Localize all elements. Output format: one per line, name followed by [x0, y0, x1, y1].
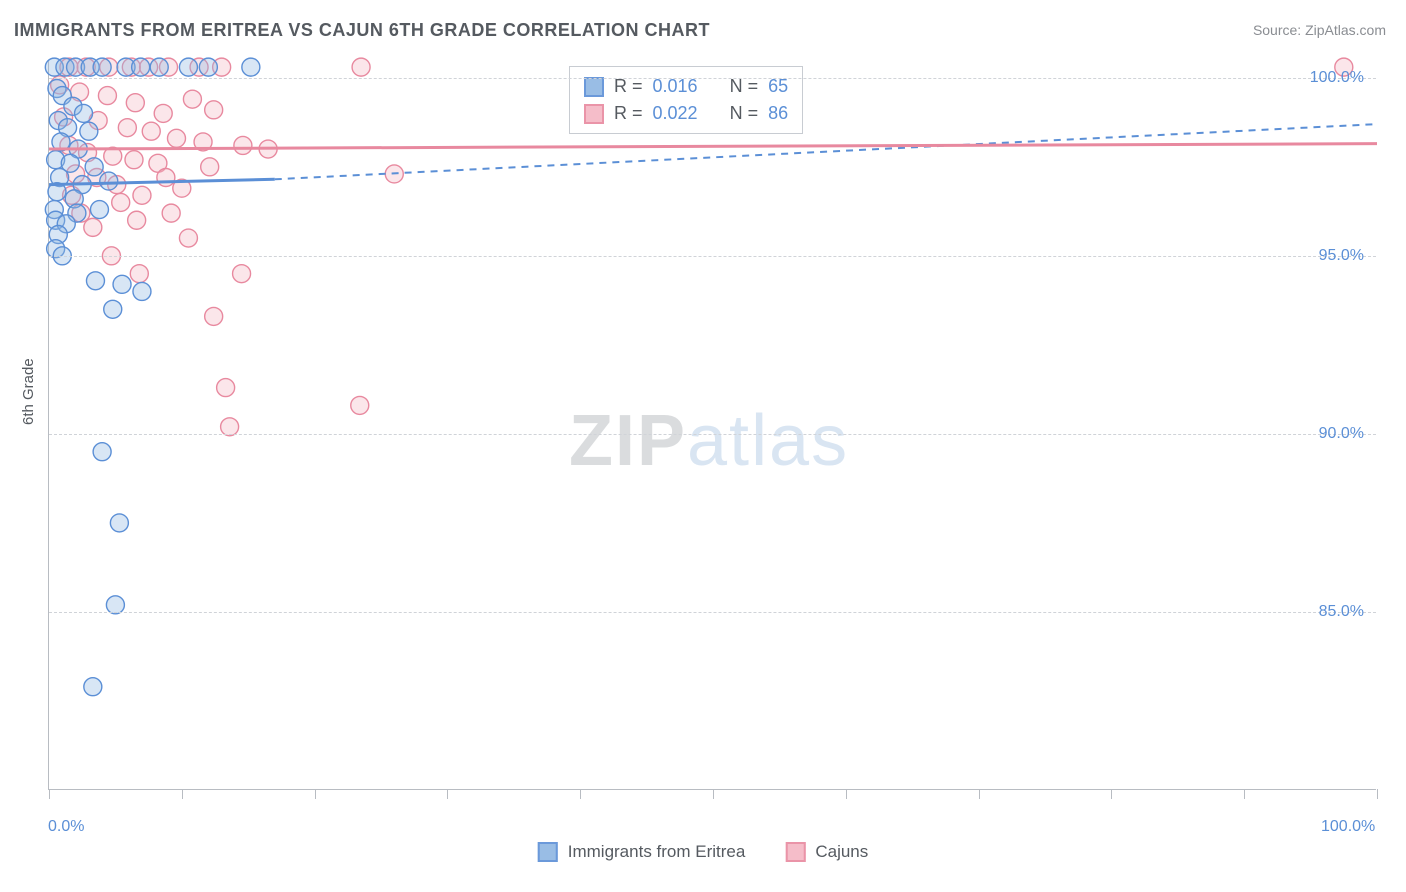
scatter-point [104, 300, 122, 318]
stats-row-series-1: R = 0.022 N = 86 [584, 100, 788, 127]
scatter-point [201, 158, 219, 176]
chart-svg [49, 60, 1376, 789]
legend-item-1: Cajuns [785, 842, 868, 862]
scatter-point [352, 58, 370, 76]
y-tick-label: 95.0% [1319, 247, 1364, 265]
scatter-point [85, 158, 103, 176]
scatter-point [205, 307, 223, 325]
scatter-point [154, 104, 172, 122]
scatter-point [183, 90, 201, 108]
r-label: R = [614, 100, 643, 127]
x-tick [846, 789, 847, 799]
plot-area: ZIPatlas R = 0.016 N = 65 R = 0.022 N = … [48, 60, 1376, 790]
swatch-series-1 [584, 104, 604, 124]
grid-line-h [49, 612, 1376, 613]
x-tick [713, 789, 714, 799]
x-tick-label-max: 100.0% [1321, 818, 1375, 836]
scatter-point [179, 58, 197, 76]
scatter-point [179, 229, 197, 247]
x-tick [979, 789, 980, 799]
bottom-legend: Immigrants from Eritrea Cajuns [538, 842, 869, 862]
n-label: N = [730, 100, 759, 127]
scatter-point [80, 122, 98, 140]
x-tick [1111, 789, 1112, 799]
scatter-point [162, 204, 180, 222]
scatter-point [133, 186, 151, 204]
x-tick-label-min: 0.0% [48, 818, 84, 836]
scatter-point [142, 122, 160, 140]
stats-legend-box: R = 0.016 N = 65 R = 0.022 N = 86 [569, 66, 803, 134]
legend-swatch-0 [538, 842, 558, 862]
legend-swatch-1 [785, 842, 805, 862]
scatter-point [84, 678, 102, 696]
scatter-point [242, 58, 260, 76]
scatter-point [100, 172, 118, 190]
source-attribution: Source: ZipAtlas.com [1253, 22, 1386, 38]
scatter-point [157, 169, 175, 187]
x-tick [1244, 789, 1245, 799]
scatter-point [150, 58, 168, 76]
y-axis-label: 6th Grade [20, 358, 37, 425]
scatter-point [351, 396, 369, 414]
grid-line-h [49, 434, 1376, 435]
scatter-point [133, 282, 151, 300]
scatter-point [86, 272, 104, 290]
legend-label-1: Cajuns [815, 842, 868, 862]
scatter-point [93, 443, 111, 461]
scatter-point [98, 87, 116, 105]
scatter-point [128, 211, 146, 229]
scatter-point [118, 119, 136, 137]
x-tick [49, 789, 50, 799]
scatter-point [84, 218, 102, 236]
grid-line-h [49, 256, 1376, 257]
x-tick [447, 789, 448, 799]
y-tick-label: 100.0% [1310, 69, 1364, 87]
scatter-point [125, 151, 143, 169]
x-tick [580, 789, 581, 799]
scatter-point [90, 201, 108, 219]
r-value-1: 0.022 [653, 100, 698, 127]
legend-label-0: Immigrants from Eritrea [568, 842, 746, 862]
scatter-point [234, 136, 252, 154]
scatter-point [126, 94, 144, 112]
legend-item-0: Immigrants from Eritrea [538, 842, 746, 862]
swatch-series-0 [584, 77, 604, 97]
scatter-point [217, 379, 235, 397]
x-tick [1377, 789, 1378, 799]
scatter-point [110, 514, 128, 532]
n-value-1: 86 [768, 100, 788, 127]
scatter-point [205, 101, 223, 119]
scatter-point [93, 58, 111, 76]
scatter-point [167, 129, 185, 147]
grid-line-h [49, 78, 1376, 79]
chart-title: IMMIGRANTS FROM ERITREA VS CAJUN 6TH GRA… [14, 20, 710, 41]
y-tick-label: 90.0% [1319, 425, 1364, 443]
trend-line-dashed [275, 124, 1377, 179]
scatter-point [112, 193, 130, 211]
y-tick-label: 85.0% [1319, 603, 1364, 621]
x-tick [182, 789, 183, 799]
scatter-point [75, 104, 93, 122]
scatter-point [199, 58, 217, 76]
scatter-point [113, 275, 131, 293]
scatter-point [132, 58, 150, 76]
x-tick [315, 789, 316, 799]
scatter-point [130, 265, 148, 283]
scatter-point [233, 265, 251, 283]
